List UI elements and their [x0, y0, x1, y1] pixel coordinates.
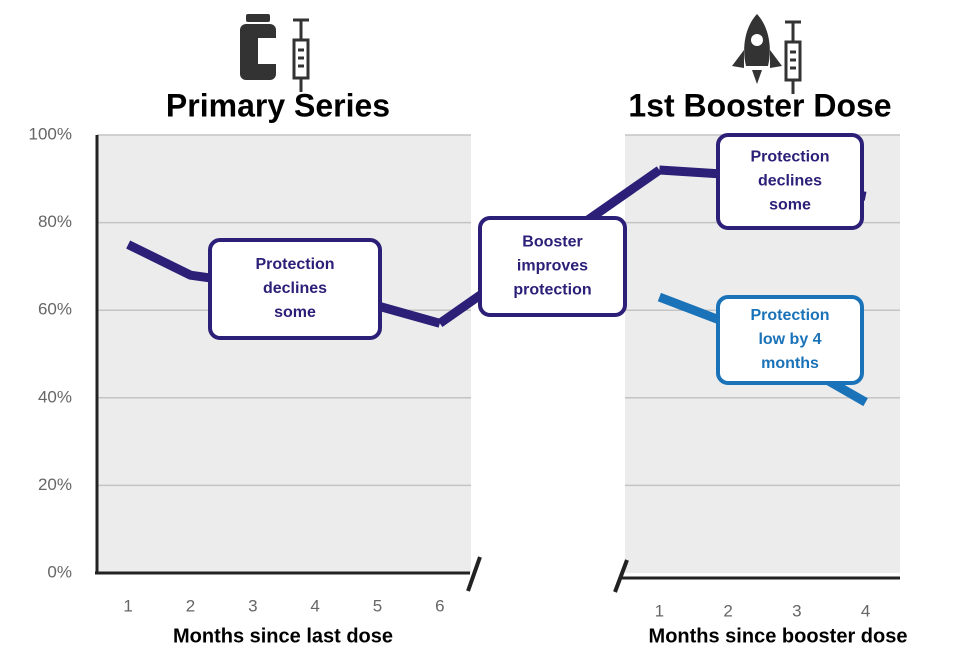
annotation-text: months — [761, 355, 819, 372]
x-tick-label: 2 — [186, 596, 195, 615]
y-tick-label: 0% — [47, 562, 72, 581]
y-tick-label: 20% — [38, 475, 72, 494]
x-axis-label: Months since last dose — [173, 625, 393, 647]
annotation-text: some — [769, 197, 811, 214]
y-tick-label: 100% — [29, 124, 72, 143]
x-tick-label: 5 — [373, 596, 382, 615]
axis-break — [466, 556, 482, 592]
x-axis-label: Months since booster dose — [649, 625, 908, 647]
plot-background — [97, 135, 471, 573]
y-tick-label: 80% — [38, 212, 72, 231]
x-tick-label: 1 — [123, 596, 132, 615]
annotation-text: Booster — [522, 234, 582, 251]
annotation-text: protection — [513, 282, 591, 299]
x-tick-label: 1 — [655, 601, 664, 620]
annotation-text: some — [274, 304, 316, 321]
chart-title: Primary Series — [166, 87, 390, 123]
annotation-text: Protection — [750, 149, 829, 166]
booster-icon — [732, 14, 802, 94]
annotation-box — [716, 295, 864, 385]
chart-title: 1st Booster Dose — [628, 87, 891, 123]
x-tick-label: 4 — [310, 596, 319, 615]
axis-break — [613, 559, 629, 593]
x-tick-label: 4 — [861, 601, 870, 620]
annotation-text: low by 4 — [758, 331, 821, 348]
x-tick-label: 3 — [792, 601, 801, 620]
annotation-text: declines — [263, 280, 327, 297]
x-tick-label: 2 — [723, 601, 732, 620]
y-tick-label: 40% — [38, 387, 72, 406]
x-tick-label: 6 — [435, 596, 444, 615]
x-tick-label: 3 — [248, 596, 257, 615]
annotation-text: Protection — [750, 307, 829, 324]
y-tick-label: 60% — [38, 300, 72, 319]
annotation-box — [208, 238, 382, 340]
annotation-text: Protection — [255, 256, 334, 273]
annotation-box — [716, 133, 864, 230]
annotation-box — [478, 216, 627, 317]
annotation-text: improves — [517, 258, 588, 275]
annotation-text: declines — [758, 173, 822, 190]
vaccine-icon — [240, 14, 310, 92]
